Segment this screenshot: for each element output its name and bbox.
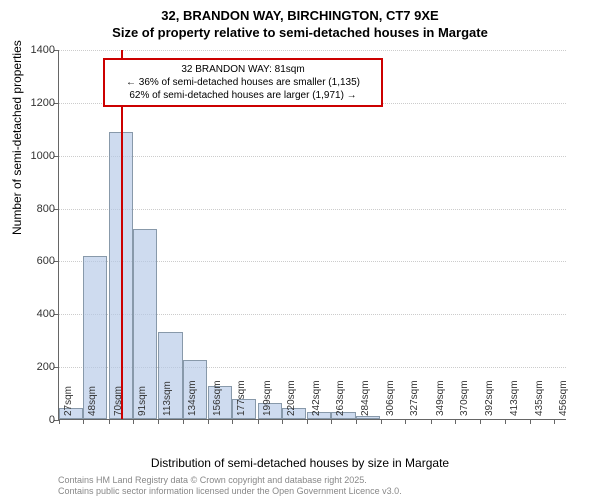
xtick-mark bbox=[381, 419, 382, 424]
xtick-mark bbox=[158, 419, 159, 424]
ytick-label: 1400 bbox=[17, 44, 55, 56]
xtick-mark bbox=[405, 419, 406, 424]
xtick-mark bbox=[331, 419, 332, 424]
xtick-label: 242sqm bbox=[311, 380, 322, 416]
ytick-label: 800 bbox=[17, 203, 55, 215]
footnote-line-1: Contains HM Land Registry data © Crown c… bbox=[58, 475, 402, 486]
xtick-label: 327sqm bbox=[409, 380, 420, 416]
xtick-mark bbox=[232, 419, 233, 424]
xtick-mark bbox=[133, 419, 134, 424]
xtick-label: 413sqm bbox=[509, 380, 520, 416]
xtick-mark bbox=[530, 419, 531, 424]
xtick-label: 134sqm bbox=[187, 380, 198, 416]
xtick-label: 349sqm bbox=[435, 380, 446, 416]
title-main: 32, BRANDON WAY, BIRCHINGTON, CT7 9XE bbox=[0, 0, 600, 23]
gridline bbox=[59, 50, 566, 51]
title-sub: Size of property relative to semi-detach… bbox=[0, 23, 600, 40]
xtick-label: 156sqm bbox=[212, 380, 223, 416]
xtick-label: 284sqm bbox=[360, 380, 371, 416]
xtick-label: 177sqm bbox=[236, 380, 247, 416]
x-axis-label: Distribution of semi-detached houses by … bbox=[0, 456, 600, 470]
xtick-mark bbox=[59, 419, 60, 424]
annotation-line: ← 36% of semi-detached houses are smalle… bbox=[111, 76, 375, 89]
xtick-mark bbox=[455, 419, 456, 424]
gridline bbox=[59, 156, 566, 157]
plot-area: 020040060080010001200140027sqm48sqm70sqm… bbox=[58, 50, 566, 420]
ytick-label: 600 bbox=[17, 255, 55, 267]
annotation-line: 32 BRANDON WAY: 81sqm bbox=[111, 63, 375, 76]
xtick-mark bbox=[356, 419, 357, 424]
annotation-box: 32 BRANDON WAY: 81sqm← 36% of semi-detac… bbox=[103, 58, 383, 107]
xtick-label: 220sqm bbox=[286, 380, 297, 416]
ytick-label: 0 bbox=[17, 414, 55, 426]
xtick-mark bbox=[554, 419, 555, 424]
xtick-label: 392sqm bbox=[484, 380, 495, 416]
xtick-label: 263sqm bbox=[335, 380, 346, 416]
footnote-line-2: Contains public sector information licen… bbox=[58, 486, 402, 497]
xtick-label: 199sqm bbox=[262, 380, 273, 416]
ytick-label: 200 bbox=[17, 361, 55, 373]
xtick-mark bbox=[109, 419, 110, 424]
footnote: Contains HM Land Registry data © Crown c… bbox=[58, 475, 402, 497]
gridline bbox=[59, 209, 566, 210]
xtick-label: 27sqm bbox=[63, 386, 74, 416]
xtick-label: 306sqm bbox=[385, 380, 396, 416]
xtick-label: 91sqm bbox=[137, 386, 148, 416]
xtick-mark bbox=[307, 419, 308, 424]
xtick-label: 370sqm bbox=[459, 380, 470, 416]
xtick-mark bbox=[480, 419, 481, 424]
xtick-label: 113sqm bbox=[162, 381, 173, 416]
annotation-line: 62% of semi-detached houses are larger (… bbox=[111, 89, 375, 102]
xtick-mark bbox=[83, 419, 84, 424]
xtick-mark bbox=[208, 419, 209, 424]
xtick-label: 48sqm bbox=[87, 386, 98, 416]
ytick-label: 1000 bbox=[17, 150, 55, 162]
xtick-mark bbox=[282, 419, 283, 424]
xtick-mark bbox=[183, 419, 184, 424]
xtick-mark bbox=[431, 419, 432, 424]
chart-container: 32, BRANDON WAY, BIRCHINGTON, CT7 9XE Si… bbox=[0, 0, 600, 500]
ytick-label: 400 bbox=[17, 308, 55, 320]
xtick-mark bbox=[258, 419, 259, 424]
xtick-label: 456sqm bbox=[558, 380, 569, 416]
xtick-mark bbox=[505, 419, 506, 424]
ytick-label: 1200 bbox=[17, 97, 55, 109]
xtick-label: 435sqm bbox=[534, 380, 545, 416]
histogram-bar bbox=[356, 416, 380, 419]
